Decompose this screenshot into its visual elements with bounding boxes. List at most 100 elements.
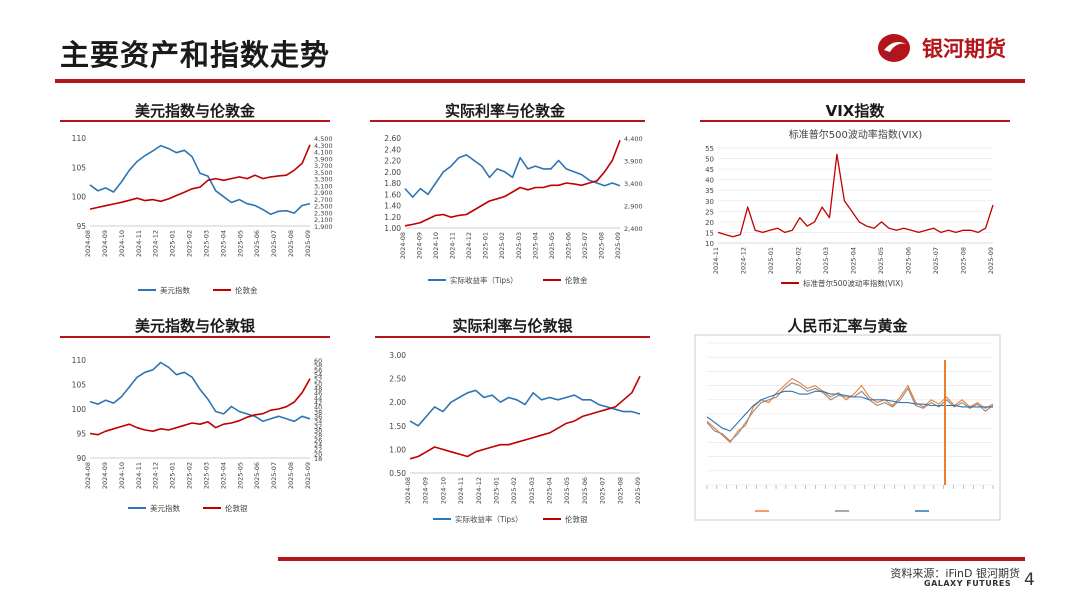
chart-title-2: 实际利率与伦敦金 — [444, 102, 565, 120]
x-tick-label: 2025-02 — [510, 477, 518, 504]
x-tick-label: 2024-12 — [152, 462, 160, 489]
y-left-tick-label: 1.00 — [384, 224, 401, 233]
x-tick-label: 2024-08 — [84, 230, 92, 257]
y-right-tick-label: 3,700 — [314, 162, 333, 170]
source-note: 资料来源：iFinD 银河期货 — [890, 567, 1020, 580]
page-number: 4 — [1024, 570, 1035, 590]
x-tick-label: 2025-07 — [581, 232, 589, 259]
y-left-tick-label: 3.00 — [389, 351, 406, 360]
y-right-tick-label: 40 — [314, 404, 322, 412]
y-right-tick-label: 4,100 — [314, 149, 333, 157]
footer-rule — [278, 557, 1025, 561]
legend-label: 标准普尔500波动率指数(VIX) — [803, 278, 903, 288]
x-tick-label: 2025-07 — [270, 230, 278, 257]
x-tick-label: 2025-03 — [528, 477, 536, 504]
y-left-tick-label: 1.60 — [384, 190, 401, 199]
x-tick-label: 2024-10 — [118, 230, 126, 257]
x-tick-label: 2024-11 — [135, 462, 143, 489]
series-line-2 — [89, 378, 311, 436]
y-left-tick-label: 100 — [72, 193, 87, 202]
y-right-tick-label: 56 — [314, 366, 322, 374]
x-tick-label: 2025-06 — [905, 247, 913, 274]
legend-label: 美元指数 — [150, 503, 180, 513]
y-right-tick-label: 3,900 — [314, 155, 333, 163]
x-tick-label: 2024-08 — [399, 232, 407, 259]
x-tick-label: 2025-09 — [634, 477, 642, 504]
series-line-2 — [404, 140, 621, 227]
y-right-tick-label: 54 — [314, 371, 322, 379]
y-left-tick-label: 105 — [72, 163, 87, 172]
series-line-1 — [89, 361, 311, 423]
logo-text: 银河期货 — [922, 37, 1006, 61]
chart-rule-1 — [60, 120, 330, 122]
x-tick-label: 2025-06 — [253, 462, 261, 489]
y-left-tick-label: 90 — [76, 454, 86, 463]
y-right-tick-label: 4,300 — [314, 142, 333, 150]
y-right-tick-label: 3,900 — [624, 158, 643, 166]
x-tick-label: 2025-05 — [236, 462, 244, 489]
chart-rule-5 — [375, 336, 650, 338]
y-left-tick-label: 2.60 — [384, 134, 401, 143]
y-right-tick-label: 42 — [314, 399, 322, 407]
x-tick-label: 2025-03 — [822, 247, 830, 274]
y-right-tick-label: 3,500 — [314, 169, 333, 177]
y-right-tick-label: 2,900 — [624, 203, 643, 211]
y-right-tick-label: 44 — [314, 394, 322, 402]
x-tick-label: 2025-05 — [877, 247, 885, 274]
x-tick-label: 2024-12 — [152, 230, 160, 257]
y-right-tick-label: 28 — [314, 432, 322, 440]
y-right-tick-label: 2,900 — [314, 189, 333, 197]
y-right-tick-label: 22 — [314, 446, 322, 454]
y-right-tick-label: 2,100 — [314, 216, 333, 224]
chart-rule-3 — [700, 120, 1010, 122]
legend-label: 实际收益率（Tips） — [455, 514, 523, 524]
x-tick-label: 2025-08 — [960, 247, 968, 274]
x-tick-label: 2025-04 — [546, 477, 554, 504]
x-tick-label: 2025-05 — [548, 232, 556, 259]
y-left-tick-label: 105 — [72, 381, 87, 390]
chart-rule-2 — [370, 120, 645, 122]
x-tick-label: 2025-06 — [564, 232, 572, 259]
chart-vix: 10 15 20 25 30 35 40 45 50 55 2024-11 2024-12 2025-0… — [705, 128, 995, 288]
x-tick-label: 2025-09 — [304, 462, 312, 489]
x-tick-label: 2025-07 — [270, 462, 278, 489]
x-tick-label: 2025-02 — [795, 247, 803, 274]
y-right-tick-label: 2,500 — [314, 203, 333, 211]
x-tick-label: 2024-08 — [84, 462, 92, 489]
x-tick-label: 2024-11 — [135, 230, 143, 257]
chart-usd-gold: 95 100 105 110 1,9002,1002,3002,5002,7002,90… — [72, 134, 333, 295]
y-right-tick-label: 32 — [314, 422, 322, 430]
y-right-tick-label: 2,400 — [624, 225, 643, 233]
y-right-tick-label: 26 — [314, 436, 322, 444]
x-tick-label: 2025-04 — [531, 232, 539, 259]
x-tick-label: 2024-12 — [475, 477, 483, 504]
x-tick-label: 2025-07 — [932, 247, 940, 274]
legend-label: 伦敦金 — [235, 285, 258, 295]
y-left-tick-label: 100 — [72, 405, 87, 414]
series-line-1 — [404, 154, 621, 198]
y-right-tick-label: 36 — [314, 413, 322, 421]
y-right-tick-label: 24 — [314, 441, 322, 449]
series-line-1 — [717, 153, 994, 238]
x-tick-label: 2025-01 — [492, 477, 500, 504]
galaxy-futures-text: GALAXY FUTURES — [924, 579, 1012, 588]
x-tick-label: 2025-08 — [597, 232, 605, 259]
series-line-1 — [409, 389, 641, 427]
x-tick-label: 2025-04 — [850, 247, 858, 274]
x-tick-label: 2024-09 — [416, 232, 424, 259]
x-tick-label: 2025-06 — [581, 477, 589, 504]
chart-title-3: VIX指数 — [825, 102, 885, 120]
y-right-tick-label: 18 — [314, 455, 322, 463]
y-left-tick-label: 110 — [72, 134, 87, 143]
y-left-tick-label: 40 — [705, 177, 714, 185]
y-right-tick-label: 3,300 — [314, 176, 333, 184]
x-tick-label: 2025-05 — [563, 477, 571, 504]
chart-title-1: 美元指数与伦敦金 — [134, 102, 255, 120]
y-left-tick-label: 0.50 — [389, 469, 406, 478]
chart-subtitle: 标准普尔500波动率指数(VIX) — [789, 128, 923, 141]
x-tick-label: 2025-03 — [202, 462, 210, 489]
chart-title-6: 人民币汇率与黄金 — [787, 317, 908, 335]
y-left-tick-label: 110 — [72, 356, 87, 365]
y-right-tick-label: 50 — [314, 380, 322, 388]
y-right-tick-label: 20 — [314, 450, 322, 458]
